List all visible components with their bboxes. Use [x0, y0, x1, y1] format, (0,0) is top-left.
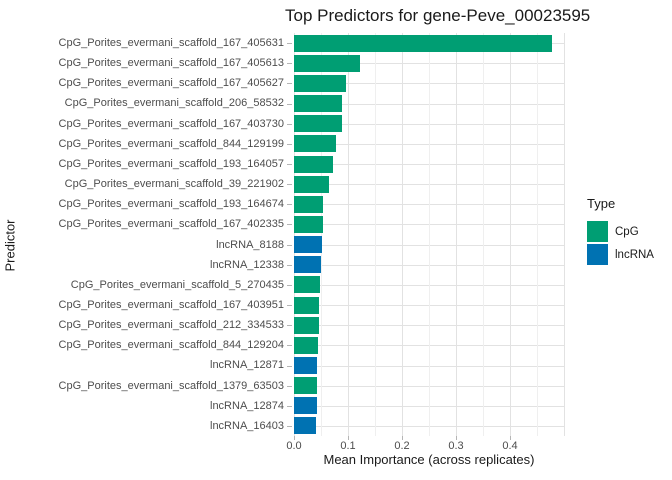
y-tick-mark — [287, 425, 292, 427]
y-tick-label: CpG_Porites_evermani_scaffold_167_405631 — [58, 37, 284, 49]
y-tick-mark — [287, 385, 292, 387]
legend-entry: CpG — [587, 221, 654, 242]
y-tick-label: CpG_Porites_evermani_scaffold_39_221902 — [64, 178, 284, 190]
x-tick-mark — [402, 436, 403, 440]
y-tick-mark — [287, 365, 292, 367]
y-tick-mark — [287, 224, 292, 226]
y-tick-mark — [287, 83, 292, 85]
bar — [294, 236, 322, 254]
legend-label: lncRNA — [615, 248, 654, 261]
y-tick-label: CpG_Porites_evermani_scaffold_167_405613 — [58, 57, 284, 70]
bar — [294, 195, 324, 213]
bar — [294, 215, 323, 233]
y-tick-label: CpG_Porites_evermani_scaffold_212_334533 — [58, 319, 284, 332]
legend-entry: lncRNA — [587, 244, 654, 265]
x-tick-label: 0.1 — [340, 440, 356, 452]
legend-key-swatch — [587, 244, 608, 265]
y-tick-mark — [287, 184, 292, 186]
bar — [294, 54, 360, 72]
gridline-vertical — [375, 33, 376, 436]
y-tick-mark — [287, 305, 292, 306]
x-tick-label: 0.0 — [286, 440, 302, 452]
y-tick-label: lncRNA_8188 — [216, 238, 284, 251]
y-tick-mark — [287, 325, 292, 327]
bar — [294, 74, 346, 92]
y-tick-label: CpG_Porites_evermani_scaffold_206_58532 — [64, 97, 284, 110]
gridline-vertical — [510, 33, 511, 436]
x-tick-label: 0.4 — [502, 440, 518, 452]
y-tick-label: CpG_Porites_evermani_scaffold_167_405627 — [58, 77, 284, 90]
y-tick-label: CpG_Porites_evermani_scaffold_1379_63503 — [58, 379, 284, 392]
y-tick-label: CpG_Porites_evermani_scaffold_5_270435 — [70, 278, 284, 291]
x-tick-label: 0.3 — [448, 440, 464, 452]
y-tick-label: CpG_Porites_evermani_scaffold_193_164674 — [58, 198, 284, 211]
bar — [294, 296, 320, 314]
gridline-vertical — [564, 33, 565, 436]
bar — [294, 135, 336, 153]
y-tick-label: CpG_Porites_evermani_scaffold_844_129199 — [58, 137, 284, 150]
gridline-vertical — [294, 33, 295, 436]
y-tick-label: CpG_Porites_evermani_scaffold_844_129204 — [58, 339, 284, 352]
y-tick-mark — [287, 345, 292, 347]
x-tick-mark — [456, 436, 457, 440]
legend-key-swatch — [587, 221, 608, 242]
x-tick-mark — [510, 436, 511, 440]
y-tick-label: lncRNA_12871 — [210, 359, 284, 372]
gridline-vertical — [348, 33, 349, 436]
x-axis-title: Mean Importance (across replicates) — [323, 452, 535, 467]
y-tick-mark — [287, 405, 292, 407]
y-tick-mark — [287, 244, 292, 246]
bar — [294, 256, 321, 274]
legend-title: Type — [587, 196, 616, 211]
x-tick-label: 0.2 — [394, 440, 410, 452]
gridline-vertical — [483, 33, 484, 436]
y-tick-label: CpG_Porites_evermani_scaffold_167_403730 — [58, 117, 284, 130]
y-tick-label: CpG_Porites_evermani_scaffold_193_164057 — [58, 157, 284, 170]
bar — [294, 417, 316, 435]
y-tick-mark — [287, 43, 292, 45]
y-tick-label: lncRNA_16403 — [210, 419, 284, 432]
gridline-vertical — [537, 33, 538, 436]
y-tick-label: lncRNA_12338 — [210, 258, 284, 271]
gridline-vertical — [429, 33, 430, 436]
chart-title: Top Predictors for gene-Peve_00023595 — [285, 6, 591, 25]
y-tick-mark — [287, 264, 292, 266]
x-tick-mark — [294, 436, 295, 440]
y-tick-mark — [287, 204, 292, 206]
y-tick-mark — [287, 143, 292, 145]
legend-entries: CpG lncRNA — [587, 221, 654, 265]
bar — [294, 377, 318, 395]
y-tick-mark — [287, 123, 292, 125]
bar — [294, 276, 320, 294]
gridline-vertical — [321, 33, 322, 436]
bar — [294, 115, 342, 133]
y-tick-label: CpG_Porites_evermani_scaffold_167_403951 — [58, 298, 284, 311]
gridline-vertical — [456, 33, 457, 436]
bar — [294, 175, 330, 193]
y-tick-label: lncRNA_12874 — [210, 399, 284, 412]
gridline-vertical — [402, 33, 403, 436]
y-tick-mark — [287, 103, 292, 105]
bar — [294, 397, 317, 415]
legend-label: CpG — [615, 225, 639, 238]
y-tick-label: CpG_Porites_evermani_scaffold_167_402335 — [58, 218, 284, 231]
bar — [294, 316, 320, 334]
y-tick-mark — [287, 63, 292, 65]
y-tick-mark — [287, 164, 292, 165]
bar — [294, 95, 343, 112]
bar — [294, 357, 318, 374]
legend: Type CpG lncRNA — [587, 196, 654, 267]
bar — [294, 155, 334, 173]
x-tick-mark — [348, 436, 349, 440]
bar — [294, 336, 318, 354]
bar — [294, 34, 552, 52]
y-tick-mark — [287, 284, 292, 286]
